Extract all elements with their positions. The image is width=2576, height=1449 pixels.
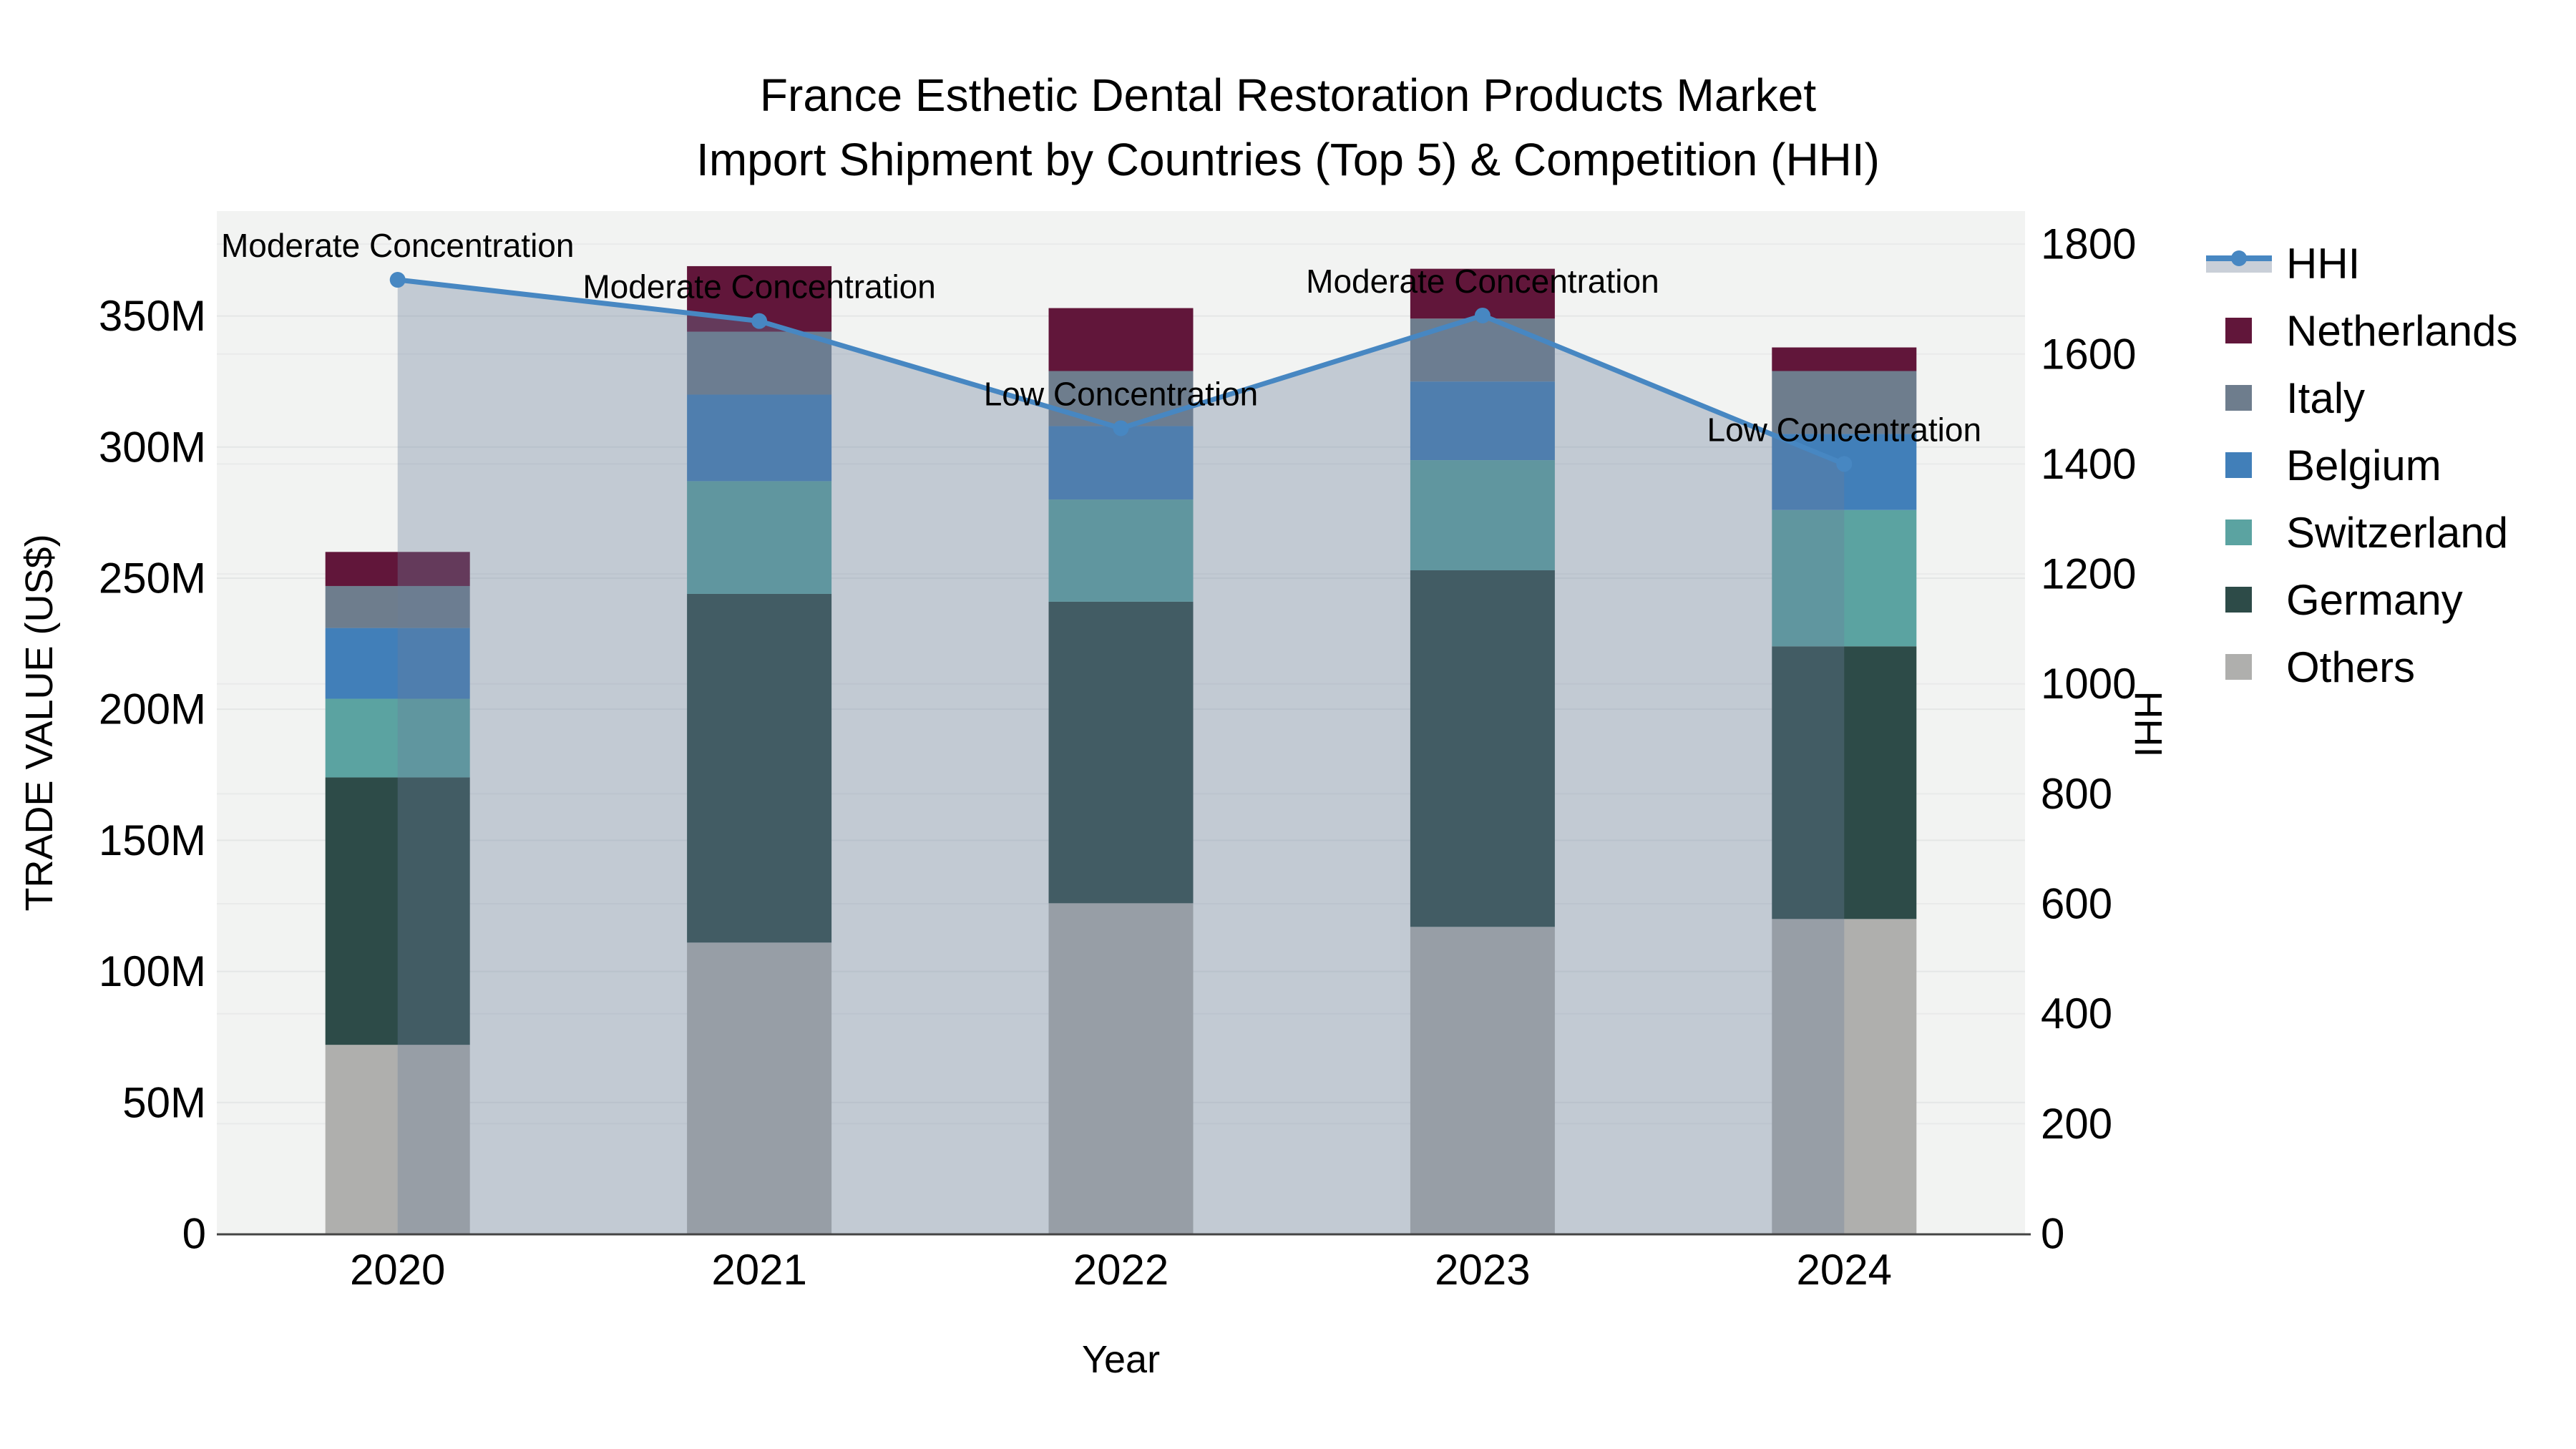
legend-item-hhi[interactable]: HHI xyxy=(2204,230,2518,297)
legend-label: Italy xyxy=(2286,374,2366,422)
hhi-area-fill xyxy=(397,280,1845,1234)
y-left-tick-label: 250M xyxy=(99,554,206,602)
x-tick-label: 2020 xyxy=(350,1246,445,1294)
y-right-tick-label: 200 xyxy=(2041,1100,2112,1148)
legend-label: Belgium xyxy=(2286,441,2441,489)
bar-segment-netherlands-2020 xyxy=(325,552,470,586)
chart-title: France Esthetic Dental Restoration Produ… xyxy=(0,63,2576,192)
bar-segment-others-2023 xyxy=(1410,927,1555,1234)
legend-item-italy[interactable]: Italy xyxy=(2204,364,2518,431)
legend-label: Netherlands xyxy=(2286,306,2518,355)
x-tick-label: 2024 xyxy=(1797,1246,1892,1294)
legend-swatch-icon xyxy=(2204,499,2286,566)
hhi-marker-2024 xyxy=(1836,456,1853,472)
chart-title-line1: France Esthetic Dental Restoration Produ… xyxy=(759,69,1817,121)
bar-segment-belgium-2022 xyxy=(1048,426,1194,500)
y-left-tick-label: 0 xyxy=(182,1210,206,1258)
x-axis-title: Year xyxy=(1082,1338,1160,1381)
y-left-tick-label: 50M xyxy=(122,1078,206,1126)
bar-segment-italy-2020 xyxy=(325,585,470,628)
annotation-2022: Low Concentration xyxy=(984,375,1259,412)
annotation-2024: Low Concentration xyxy=(1707,411,1982,448)
legend-swatch-icon xyxy=(2204,633,2286,701)
bar-segment-germany-2023 xyxy=(1410,570,1555,927)
bar-segment-others-2020 xyxy=(325,1045,470,1234)
x-tick-label: 2022 xyxy=(1073,1246,1169,1294)
bar-segment-germany-2024 xyxy=(1772,646,1917,919)
y-right-axis-title: HHI xyxy=(2127,691,2170,758)
bar-segment-germany-2021 xyxy=(687,593,832,943)
y-right-tick-label: 1400 xyxy=(2041,440,2136,488)
y-left-tick-label: 200M xyxy=(99,686,206,733)
legend-item-others[interactable]: Others xyxy=(2204,633,2518,701)
bar-segment-germany-2022 xyxy=(1048,601,1194,904)
y-left-tick-label: 100M xyxy=(99,947,206,995)
y-right-tick-label: 400 xyxy=(2041,990,2112,1038)
y-left-tick-label: 150M xyxy=(99,816,206,864)
bar-segment-switzerland-2022 xyxy=(1048,499,1194,602)
y-right-tick-label: 600 xyxy=(2041,880,2112,928)
legend-label: Switzerland xyxy=(2286,508,2509,557)
bar-segment-switzerland-2021 xyxy=(687,481,832,594)
x-tick-label: 2023 xyxy=(1435,1246,1530,1294)
hhi-marker-2021 xyxy=(751,313,768,329)
bar-segment-netherlands-2022 xyxy=(1048,308,1194,371)
annotation-2023: Moderate Concentration xyxy=(1306,263,1659,300)
legend-swatch-icon xyxy=(2204,364,2286,431)
hhi-line-icon xyxy=(2204,230,2286,297)
bar-segment-others-2021 xyxy=(687,942,832,1234)
legend-swatch-icon xyxy=(2204,431,2286,499)
bar-segment-italy-2022 xyxy=(1048,371,1194,426)
bar-segment-germany-2020 xyxy=(325,777,470,1045)
hhi-marker-2020 xyxy=(389,272,406,288)
y-right-tick-label: 1000 xyxy=(2041,660,2136,708)
bar-segment-switzerland-2024 xyxy=(1772,509,1917,647)
bar-segment-italy-2024 xyxy=(1772,371,1917,434)
y-left-tick-label: 300M xyxy=(99,423,206,471)
bar-segment-belgium-2023 xyxy=(1410,381,1555,461)
bar-segment-switzerland-2023 xyxy=(1410,460,1555,570)
bar-segment-belgium-2020 xyxy=(325,628,470,699)
legend-label: Germany xyxy=(2286,575,2463,624)
y-right-tick-label: 800 xyxy=(2041,770,2112,818)
legend-item-switzerland[interactable]: Switzerland xyxy=(2204,499,2518,566)
legend-label: HHI xyxy=(2286,239,2361,288)
hhi-marker-2023 xyxy=(1474,307,1491,323)
bar-segment-others-2024 xyxy=(1772,919,1917,1234)
legend-label: Others xyxy=(2286,643,2416,691)
bar-segment-others-2022 xyxy=(1048,903,1194,1234)
bar-segment-belgium-2021 xyxy=(687,394,832,482)
y-left-tick-label: 350M xyxy=(99,292,206,340)
legend-item-netherlands[interactable]: Netherlands xyxy=(2204,297,2518,364)
y-right-tick-label: 1600 xyxy=(2041,330,2136,378)
annotation-2020: Moderate Concentration xyxy=(221,227,575,264)
legend-swatch-icon xyxy=(2204,566,2286,633)
x-tick-label: 2021 xyxy=(711,1246,806,1294)
y-right-tick-label: 0 xyxy=(2041,1210,2064,1258)
bar-segment-switzerland-2020 xyxy=(325,698,470,778)
y-left-axis-title: TRADE VALUE (US$) xyxy=(18,534,61,911)
legend-item-belgium[interactable]: Belgium xyxy=(2204,431,2518,499)
hhi-marker-2022 xyxy=(1113,420,1129,436)
legend-item-germany[interactable]: Germany xyxy=(2204,566,2518,633)
annotation-2021: Moderate Concentration xyxy=(582,268,936,306)
bar-segment-italy-2021 xyxy=(687,331,832,395)
legend: HHI Netherlands Italy Belgium Switzerland Ger… xyxy=(2204,230,2518,701)
y-right-tick-label: 1800 xyxy=(2041,220,2136,268)
legend-swatch-icon xyxy=(2204,297,2286,364)
bar-segment-netherlands-2024 xyxy=(1772,347,1917,371)
chart-title-line2: Import Shipment by Countries (Top 5) & C… xyxy=(696,134,1880,185)
y-right-tick-label: 1200 xyxy=(2041,550,2136,598)
